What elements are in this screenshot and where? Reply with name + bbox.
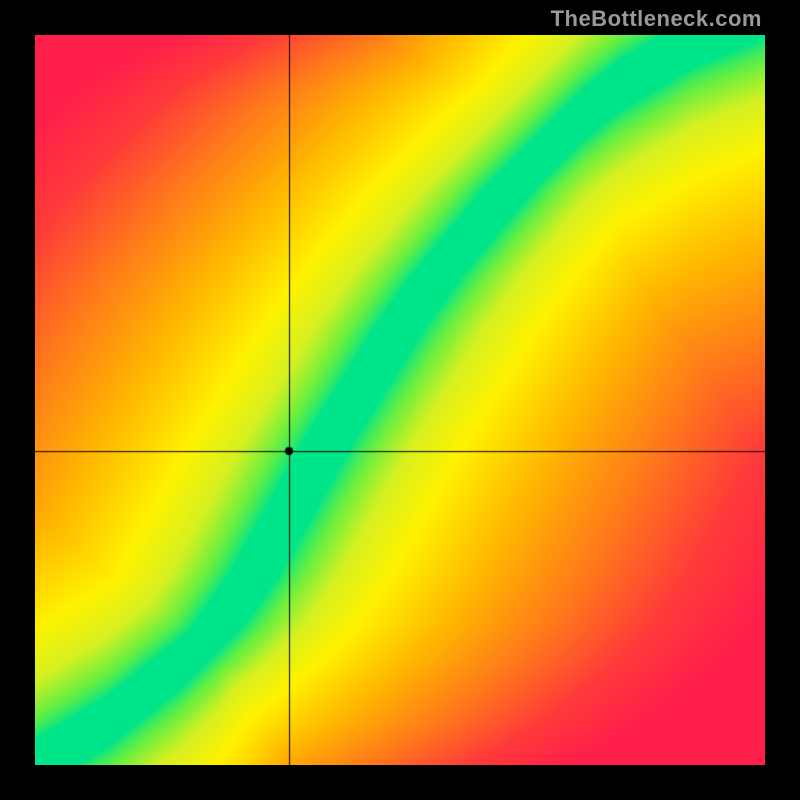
watermark-text: TheBottleneck.com [551,6,762,32]
heatmap-canvas [35,35,765,765]
bottleneck-heatmap-chart [35,35,765,765]
